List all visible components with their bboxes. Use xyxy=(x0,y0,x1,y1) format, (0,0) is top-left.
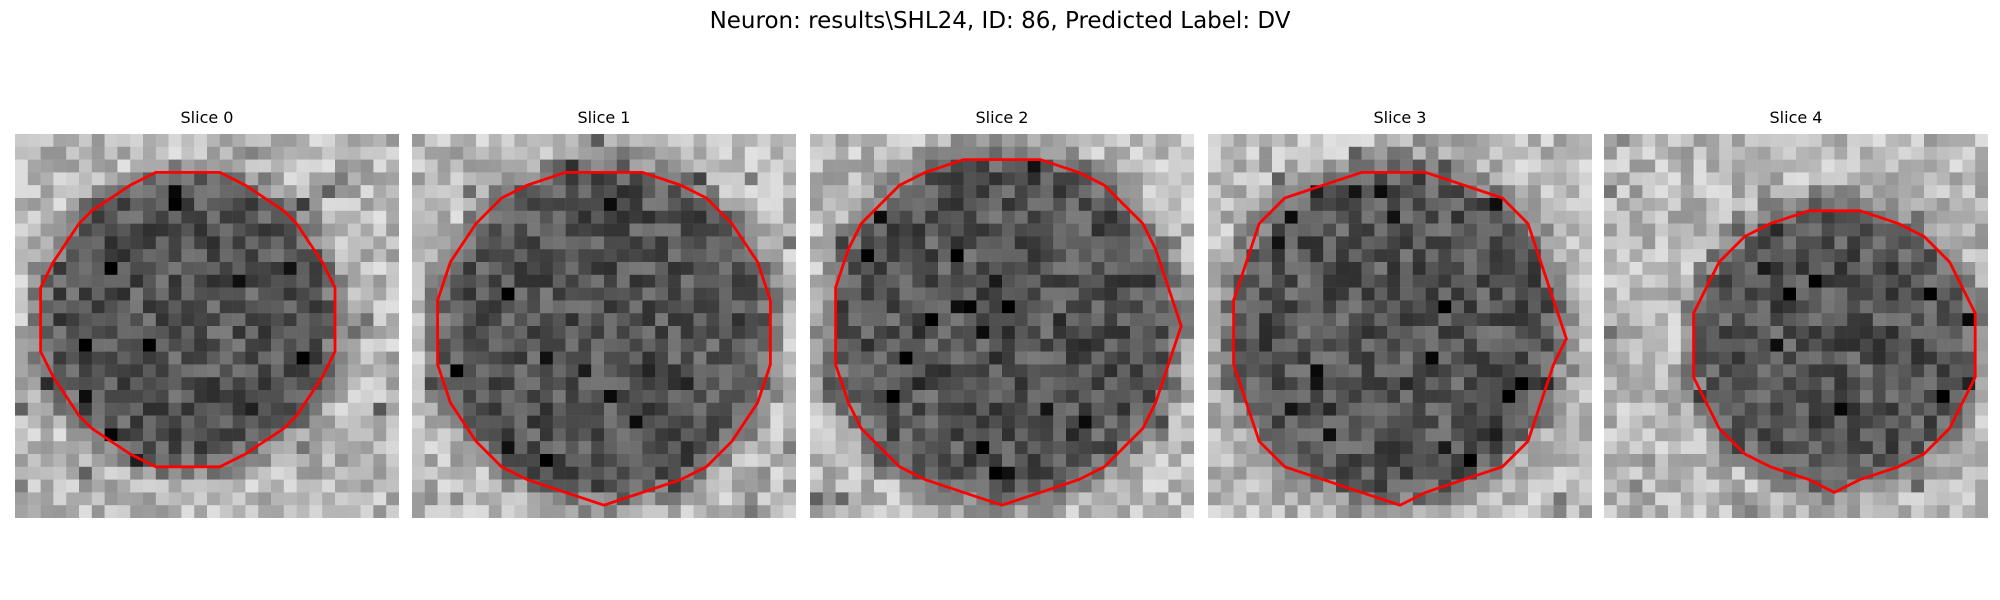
panel-title: Slice 4 xyxy=(1769,108,1823,127)
slice-image xyxy=(810,134,1194,518)
segmentation-contour xyxy=(39,170,337,469)
panel-title: Slice 0 xyxy=(180,108,234,127)
segmentation-contour xyxy=(1232,170,1568,507)
slice-image xyxy=(412,134,796,518)
panel-title: Slice 1 xyxy=(577,108,631,127)
segmentation-contour xyxy=(436,170,772,507)
slice-image xyxy=(1604,134,1988,518)
slice-image xyxy=(1208,134,1592,518)
figure-title: Neuron: results\SHL24, ID: 86, Predicted… xyxy=(709,8,1291,34)
slice-image xyxy=(15,134,399,518)
panel-title: Slice 3 xyxy=(1373,108,1427,127)
segmentation-contour xyxy=(834,158,1183,507)
panel-title: Slice 2 xyxy=(975,108,1029,127)
segmentation-contour xyxy=(1692,209,1977,494)
